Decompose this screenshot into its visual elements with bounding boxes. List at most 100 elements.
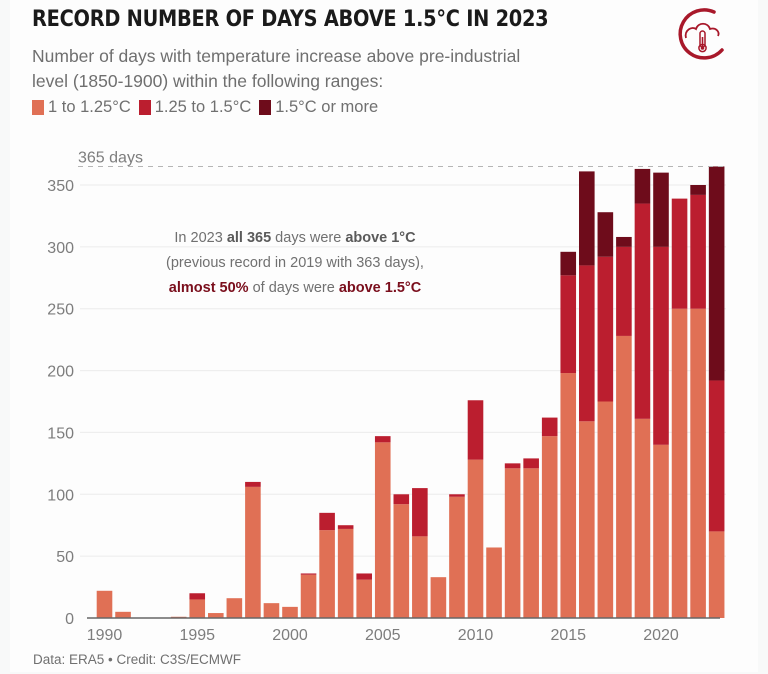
legend-swatch	[138, 100, 151, 115]
bar-2002-series-2	[319, 512, 335, 531]
bar-2003-series-2	[337, 525, 354, 529]
x-tick-label: 2005	[365, 627, 401, 644]
bar-2003-series-1	[337, 528, 354, 618]
y-tick-label: 150	[47, 425, 74, 442]
chart-title: RECORD NUMBER OF DAYS ABOVE 1.5°C IN 202…	[32, 6, 549, 32]
bar-2016-series-1	[579, 421, 595, 618]
y-tick-label: 100	[47, 487, 74, 504]
bar-2014-series-2	[541, 417, 558, 437]
bar-2017-series-2	[597, 256, 614, 402]
bar-2005-series-1	[374, 442, 391, 618]
bar-2022-series-1	[690, 308, 706, 618]
y-tick-label: 200	[47, 364, 74, 381]
chart-subtitle: Number of days with temperature increase…	[32, 46, 521, 91]
y-tick-label: 0	[65, 611, 74, 628]
bar-2005-series-2	[374, 436, 391, 443]
bars	[96, 166, 725, 618]
bar-2016-series-2	[579, 265, 595, 422]
bar-2015-series-1	[560, 373, 577, 618]
x-tick-label: 1995	[179, 627, 215, 644]
reference-line: 365 days	[78, 149, 726, 167]
legend-item-1-to-1-25: 1 to 1.25°C	[32, 98, 131, 117]
annotation-line-3: almost 50% of days were above 1.5°C	[168, 280, 422, 296]
bar-2015-series-2	[560, 275, 577, 374]
y-axis-ticks: 0 50 100 150 200 250 300 350	[47, 178, 74, 628]
bar-2000-series-1	[282, 606, 298, 618]
bar-2018-series-2	[616, 246, 632, 336]
x-axis-ticks: 1990 1995 2000 2005 2010 2015 2020	[87, 627, 679, 644]
bar-2021-series-2	[671, 198, 688, 309]
bar-2019-series-2	[634, 203, 651, 419]
legend-label: 1.5°C or more	[275, 98, 379, 116]
bar-2023-series-3	[708, 166, 725, 381]
bar-1998-series-2	[245, 481, 261, 487]
bar-2012-series-2	[504, 463, 521, 469]
x-tick-label: 2010	[458, 627, 494, 644]
bar-1990-series-1	[96, 590, 113, 618]
annotation-line-2: (previous record in 2019 with 363 days),	[166, 255, 424, 271]
bar-2020-series-1	[653, 444, 669, 618]
bar-2002-series-1	[319, 530, 335, 618]
bar-2001-series-1	[300, 574, 317, 618]
legend-item-1-5-or-more: 1.5°C or more	[259, 98, 378, 117]
y-tick-label: 50	[56, 549, 74, 566]
bar-2012-series-1	[504, 468, 521, 618]
bar-1995-series-2	[189, 593, 206, 600]
bar-1999-series-1	[263, 603, 280, 618]
cloud-thermometer-icon	[678, 8, 724, 60]
bar-2017-series-1	[597, 401, 614, 618]
bar-2008-series-1	[430, 577, 447, 618]
bar-2001-series-2	[300, 573, 317, 575]
y-tick-label: 250	[47, 302, 74, 319]
bar-2010-series-1	[467, 459, 484, 618]
bar-1997-series-1	[226, 598, 243, 618]
bar-2007-series-1	[412, 536, 428, 618]
legend: 1 to 1.25°C 1.25 to 1.5°C 1.5°C or more	[32, 98, 378, 117]
bar-2009-series-1	[449, 496, 465, 618]
annotation-line-1: In 2023 all 365 days were above 1°C	[174, 230, 416, 246]
bar-2006-series-1	[393, 504, 410, 618]
bar-2006-series-2	[393, 494, 410, 505]
annotation: In 2023 all 365 days were above 1°C (pre…	[140, 226, 450, 301]
bar-1991-series-1	[115, 611, 131, 618]
legend-swatch	[259, 100, 272, 115]
bar-2009-series-2	[449, 494, 465, 497]
bar-2013-series-2	[523, 458, 539, 469]
bar-2020-series-3	[653, 172, 669, 247]
bar-2021-series-1	[671, 308, 688, 618]
source-credit: Data: ERA5 • Credit: C3S/ECMWF	[33, 652, 242, 667]
x-tick-label: 1990	[87, 627, 123, 644]
x-tick-label: 2015	[550, 627, 586, 644]
bar-2018-series-3	[616, 236, 632, 247]
bar-2022-series-3	[690, 185, 706, 195]
bar-1995-series-1	[189, 599, 206, 618]
bar-2019-series-1	[634, 418, 651, 618]
x-tick-label: 2000	[272, 627, 308, 644]
legend-label: 1 to 1.25°C	[48, 98, 131, 116]
y-tick-label: 300	[47, 240, 74, 257]
x-tick-label: 2020	[643, 627, 679, 644]
bar-2017-series-3	[597, 212, 614, 257]
bar-2023-series-1	[708, 531, 725, 618]
bar-2004-series-1	[356, 579, 372, 618]
bar-2007-series-2	[412, 488, 428, 537]
legend-item-1-25-to-1-5: 1.25 to 1.5°C	[138, 98, 252, 117]
bar-2022-series-2	[690, 194, 706, 309]
reference-line-label: 365 days	[78, 149, 143, 166]
bar-2019-series-3	[634, 168, 651, 204]
bar-1998-series-1	[245, 486, 261, 618]
bar-2016-series-3	[579, 171, 595, 266]
bar-1996-series-1	[208, 613, 224, 618]
bar-2014-series-1	[541, 436, 558, 618]
bar-2018-series-1	[616, 335, 632, 618]
bar-2011-series-1	[486, 547, 502, 618]
bar-2023-series-2	[708, 380, 725, 532]
y-tick-label: 350	[47, 178, 74, 195]
legend-swatch	[32, 100, 44, 115]
bar-2020-series-2	[653, 246, 669, 445]
bar-2013-series-1	[523, 468, 539, 618]
legend-label: 1.25 to 1.5°C	[154, 98, 252, 116]
bar-2015-series-3	[560, 251, 577, 276]
bar-2010-series-2	[467, 400, 484, 460]
